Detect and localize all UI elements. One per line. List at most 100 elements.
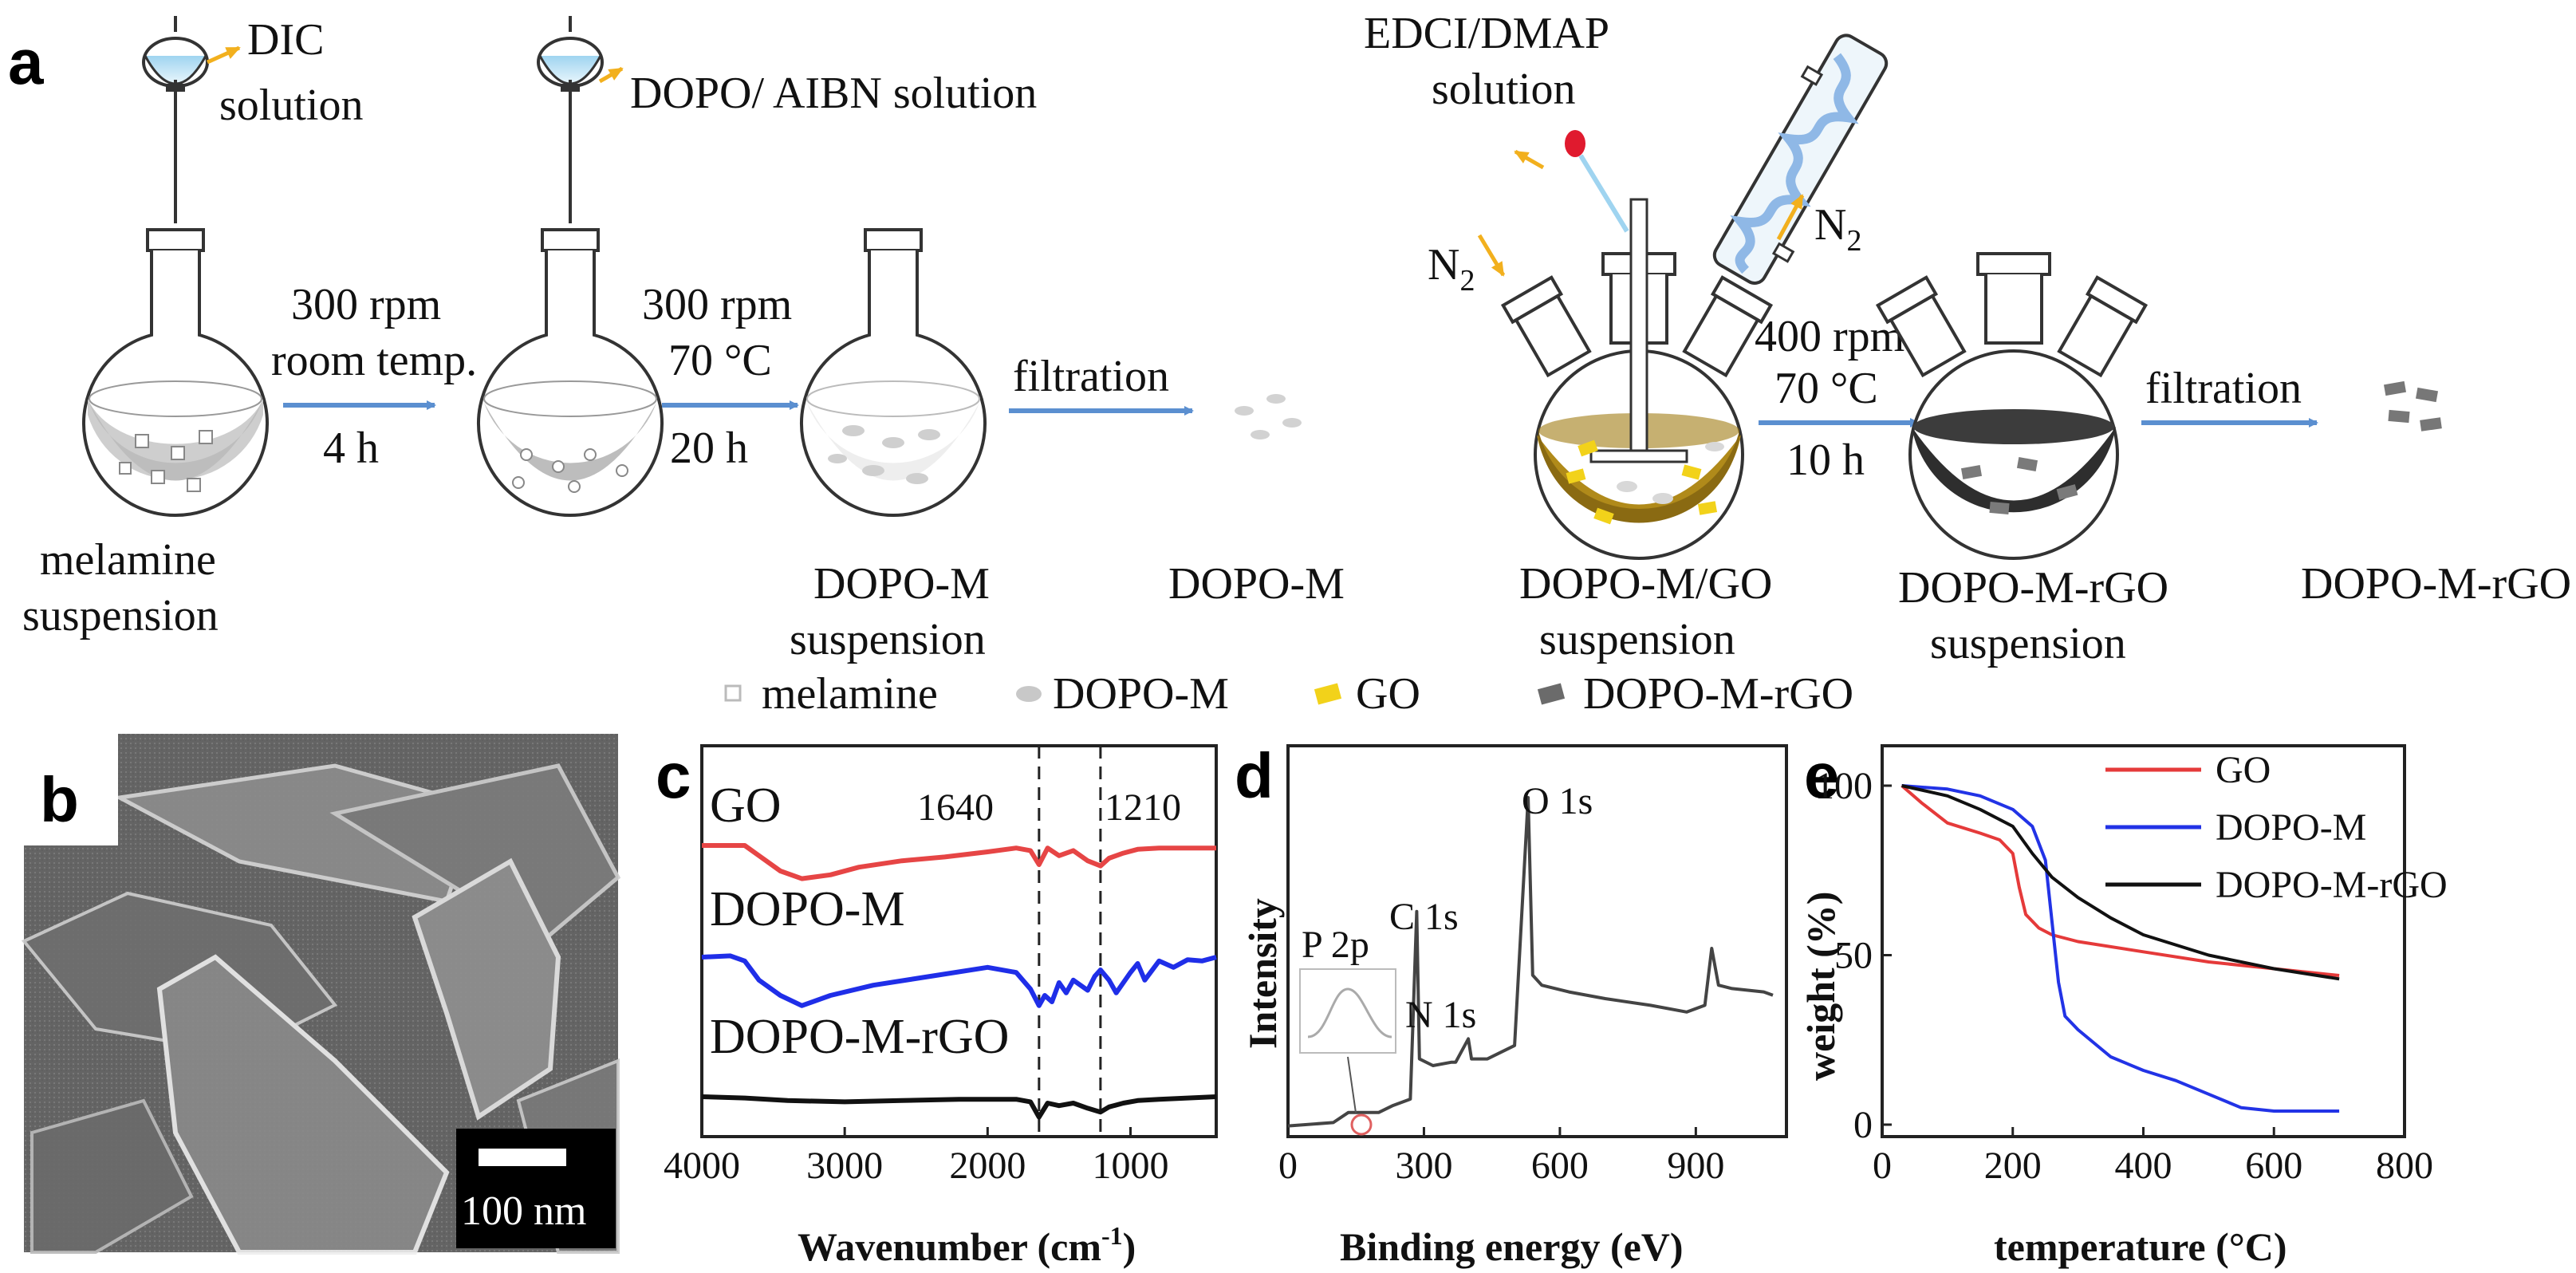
peak-n1s: N 1s — [1405, 994, 1476, 1036]
separatory-funnel — [142, 16, 209, 223]
legend: melamine DOPO-M GO DOPO-M-rGO — [724, 669, 1853, 719]
tga-ytick-label: 50 — [1834, 935, 1873, 977]
ftir-xtick-label: 2000 — [949, 1145, 1026, 1187]
melamine-crystal-icon — [119, 430, 213, 492]
condition: filtration — [2145, 364, 2302, 413]
tga-legend: GO DOPO-M DOPO-M-rGO — [2105, 749, 2448, 906]
flask-label: suspension — [1930, 619, 2126, 668]
product-label: DOPO-M-rGO — [2301, 559, 2571, 609]
panel-label: e — [1804, 740, 1840, 811]
go-sheet-icon — [1314, 683, 1342, 705]
peak-o1s: O 1s — [1522, 780, 1593, 822]
xps-xtick-label: 300 — [1395, 1145, 1452, 1187]
y-axis-title: Intensity — [1240, 898, 1285, 1049]
x-axis-title: Wavenumber (cm-1) — [798, 1221, 1136, 1269]
flask-label: DOPO-M/GO — [1519, 559, 1772, 609]
gas-label: N2 — [1814, 200, 1861, 258]
rgo-sheet-icon — [1537, 683, 1566, 705]
reagent-label: EDCI/DMAP — [1364, 9, 1609, 58]
legend-label: DOPO-M — [2216, 806, 2366, 849]
panel-a: a DIC solution melamine — [8, 9, 2571, 719]
flask-label: suspension — [22, 591, 219, 640]
flask-dopo-aibn: DOPO/ AIBN solution — [477, 16, 1037, 517]
flask-label: suspension — [790, 615, 986, 664]
flask-label: DOPO-M-rGO — [1898, 563, 2168, 613]
peak-p2p: P 2p — [1302, 924, 1369, 966]
condition: 300 rpm — [291, 280, 441, 329]
dropper-icon — [1565, 130, 1629, 233]
condition: 300 rpm — [642, 280, 792, 329]
reagent-label: DOPO/ AIBN solution — [630, 69, 1037, 118]
panel-d: d 0 300 600 900 O 1s C 1s N 1s P 2p Intensi… — [1235, 740, 1788, 1269]
panel-label: b — [40, 764, 79, 835]
tga-xtick-label: 200 — [1984, 1145, 2042, 1187]
panel-label: c — [656, 740, 691, 811]
annotation-1210: 1210 — [1105, 786, 1181, 829]
condition: 20 h — [670, 424, 748, 473]
series-go — [702, 843, 1216, 881]
legend-label: DOPO-M — [1053, 669, 1229, 719]
gas-label: N2 — [1428, 240, 1475, 298]
melamine-crystal-icon — [724, 684, 742, 702]
gas-arrow — [1477, 234, 1506, 277]
tga-xtick-label: 800 — [2376, 1145, 2433, 1187]
tga-plot: 0 200 400 600 800 0 50 100 — [1815, 765, 2433, 1187]
condition: 10 h — [1786, 436, 1865, 485]
tga-ytick-label: 0 — [1853, 1104, 1873, 1146]
series-dopo-m — [701, 953, 1217, 1008]
series-label: DOPO-M — [710, 882, 905, 936]
condition: 70 °C — [668, 336, 772, 385]
plot-frame — [700, 744, 1218, 1138]
reagent-arrow — [598, 66, 624, 84]
ftir-plot: 4000 3000 2000 1000 GO DOPO-M DOPO-M-rGO — [664, 746, 1217, 1187]
panel-e: e 0 200 400 600 800 0 50 100 GO DOPO-M DOPO-M-rGO… — [1798, 740, 2448, 1269]
flask-label: DOPO-M — [813, 559, 990, 609]
condition: room temp. — [271, 336, 477, 385]
series-dopo-m-rgo — [1901, 784, 2340, 981]
series-label: GO — [710, 778, 782, 833]
gas-arrow — [1776, 194, 1805, 241]
flask-label: suspension — [1539, 615, 1735, 664]
condenser-icon — [1712, 34, 1889, 285]
ftir-xtick-label: 4000 — [664, 1145, 740, 1187]
tga-ytick-label: 100 — [1815, 765, 1873, 807]
series-xps-survey — [1287, 796, 1774, 1128]
plot-frame — [1881, 744, 2406, 1138]
panel-c: c 4000 3000 2000 1000 GO DOPO-M DOPO-M-rGO 164… — [656, 740, 1218, 1269]
dopo-m-particle-icon — [1016, 686, 1042, 702]
reagent-label: DIC — [247, 15, 324, 65]
reagent-arrow — [206, 45, 241, 65]
tga-xtick-label: 400 — [2115, 1145, 2172, 1187]
ftir-xtick-label: 3000 — [806, 1145, 883, 1187]
flask-dopo-m-go: EDCI/DMAP solution N2 N2 — [1364, 9, 1889, 664]
xps-xtick-label: 600 — [1531, 1145, 1589, 1187]
scale-bar-label: 100 nm — [461, 1188, 586, 1234]
series-go — [1900, 784, 2340, 977]
x-axis-title: Binding energy (eV) — [1340, 1224, 1684, 1269]
xps-xtick-label: 0 — [1278, 1145, 1298, 1187]
legend-label: melamine — [762, 669, 938, 719]
xps-plot: 0 300 600 900 — [1278, 796, 1774, 1187]
panel-label: a — [8, 26, 44, 97]
scale-bar — [479, 1149, 566, 1166]
reagent-arrow — [1514, 149, 1545, 170]
reagent-label: solution — [219, 81, 363, 130]
product-label: DOPO-M — [1168, 559, 1345, 609]
condition: filtration — [1013, 352, 1169, 401]
legend-label: GO — [2216, 749, 2271, 791]
annotation-1640: 1640 — [917, 786, 994, 829]
panel-b: b 100 nm — [21, 734, 621, 1255]
xps-xtick-label: 900 — [1667, 1145, 1724, 1187]
y-axis-title: weight (%) — [1798, 892, 1843, 1081]
legend-label: DOPO-M-rGO — [1583, 669, 1853, 719]
flask-melamine: DIC solution melamine suspension — [22, 15, 363, 640]
tga-xtick-label: 600 — [2245, 1145, 2302, 1187]
condition: 70 °C — [1774, 364, 1878, 413]
flask-label: melamine — [40, 535, 216, 585]
condition: 4 h — [323, 424, 379, 473]
reagent-label: solution — [1432, 65, 1575, 114]
flask-dopo-m-rgo: DOPO-M-rGO suspension — [1875, 252, 2168, 668]
legend-label: DOPO-M-rGO — [2216, 864, 2448, 906]
plot-frame — [1286, 744, 1788, 1138]
